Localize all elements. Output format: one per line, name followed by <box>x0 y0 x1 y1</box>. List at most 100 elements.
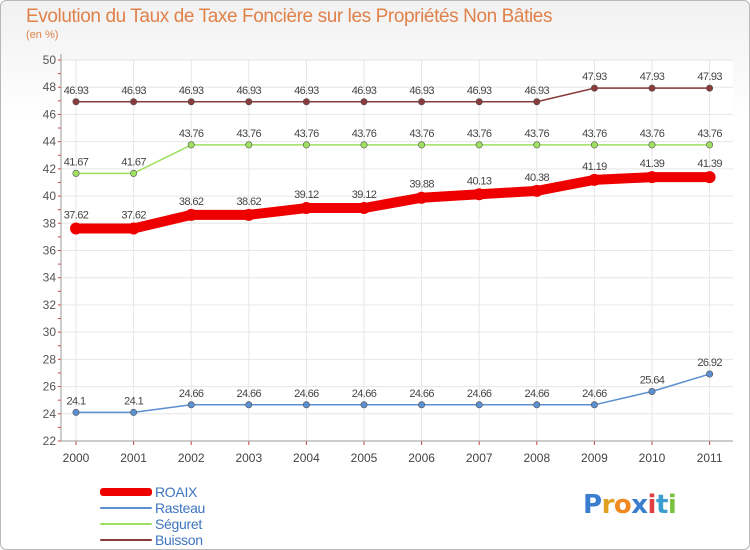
legend-item-seguret: Séguret <box>100 516 320 532</box>
data-point <box>418 401 426 409</box>
data-label: 43.76 <box>467 128 492 140</box>
data-point <box>473 188 486 201</box>
data-point <box>302 401 310 409</box>
x-tick-label: 2000 <box>63 451 90 465</box>
x-tick-label: 2011 <box>697 451 723 465</box>
x-tick-label: 2002 <box>178 451 205 465</box>
data-point <box>590 84 598 92</box>
logo-letter: o <box>613 490 632 520</box>
y-tick-label: 50 <box>43 53 57 67</box>
y-tick-label: 26 <box>43 380 57 394</box>
y-tick-label: 22 <box>43 434 57 448</box>
data-label: 24.66 <box>352 388 377 400</box>
data-label: 43.76 <box>237 128 262 140</box>
data-point <box>302 98 310 106</box>
data-label: 41.39 <box>640 158 665 170</box>
data-point <box>360 98 368 106</box>
x-tick-label: 2008 <box>523 451 550 465</box>
data-point <box>648 84 656 92</box>
data-label: 47.93 <box>640 71 665 83</box>
data-point <box>187 401 195 409</box>
data-point <box>475 141 483 149</box>
y-tick-label: 42 <box>43 162 57 176</box>
data-label: 39.88 <box>409 179 434 191</box>
data-point <box>187 98 195 106</box>
logo-letter: r <box>601 490 615 520</box>
x-tick-label: 2003 <box>235 451 262 465</box>
data-point <box>706 370 714 378</box>
data-point <box>72 408 80 416</box>
data-point <box>130 408 138 416</box>
legend-swatch-buisson <box>100 539 152 541</box>
legend-label-roaix: ROAIX <box>155 484 198 500</box>
data-point <box>72 169 80 177</box>
data-label: 24.1 <box>124 395 143 407</box>
data-point <box>475 98 483 106</box>
series-line-séguret <box>75 144 711 175</box>
series-line-buisson <box>75 87 711 103</box>
data-label: 43.76 <box>409 128 434 140</box>
data-point <box>187 141 195 149</box>
legend-item-roaix: ROAIX <box>100 484 320 500</box>
data-point <box>302 141 310 149</box>
data-point <box>245 141 253 149</box>
data-label: 24.66 <box>467 388 492 400</box>
data-label: 39.12 <box>352 189 377 201</box>
data-label: 24.66 <box>409 388 434 400</box>
data-label: 46.93 <box>179 85 204 97</box>
data-label: 43.76 <box>640 128 665 140</box>
data-point <box>646 171 658 184</box>
data-label: 38.62 <box>179 196 204 208</box>
data-label: 41.67 <box>121 156 146 168</box>
x-tick-label: 2005 <box>351 451 378 465</box>
data-label: 43.76 <box>294 128 319 140</box>
data-label: 46.93 <box>237 85 262 97</box>
data-label: 25.64 <box>640 374 665 386</box>
data-point <box>185 208 198 221</box>
data-point <box>245 401 253 409</box>
data-label: 24.66 <box>582 388 607 400</box>
data-label: 24.1 <box>66 395 85 407</box>
data-label: 41.19 <box>582 161 607 173</box>
data-label: 46.93 <box>467 85 492 97</box>
logo-letter: i <box>667 490 677 520</box>
y-tick-label: 44 <box>43 135 57 149</box>
data-point <box>300 202 313 215</box>
data-point <box>418 98 426 106</box>
data-label: 26.92 <box>697 357 722 369</box>
x-tick-label: 2001 <box>120 451 147 465</box>
data-label: 37.62 <box>121 209 146 221</box>
logo-letter: P <box>583 490 602 520</box>
x-tick-label: 2004 <box>293 451 320 465</box>
data-label: 43.76 <box>352 128 377 140</box>
data-label: 46.93 <box>121 85 146 97</box>
legend-swatch-rasteau <box>100 507 152 509</box>
legend-item-rasteau: Rasteau <box>100 500 320 516</box>
data-label: 38.62 <box>237 196 262 208</box>
y-tick-label: 36 <box>43 244 57 258</box>
y-tick-label: 48 <box>43 80 57 94</box>
legend-label-buisson: Buisson <box>155 532 203 548</box>
data-label: 24.66 <box>294 388 319 400</box>
data-label: 47.93 <box>697 71 722 83</box>
x-tick-label: 2006 <box>408 451 435 465</box>
logo-letter: t <box>655 490 668 520</box>
data-point <box>242 208 255 221</box>
x-tick-label: 2009 <box>581 451 608 465</box>
data-point <box>72 98 80 106</box>
data-label: 43.76 <box>179 128 204 140</box>
data-point <box>706 141 714 149</box>
data-point <box>360 401 368 409</box>
chart-title: Evolution du Taux de Taxe Foncière sur l… <box>26 6 553 27</box>
data-point <box>418 141 426 149</box>
proxiti-logo: Proxiti <box>583 490 677 520</box>
y-tick-label: 32 <box>43 298 57 312</box>
legend-item-buisson: Buisson <box>100 532 320 548</box>
logo-letter: x <box>631 490 648 520</box>
y-tick-label: 38 <box>43 216 57 230</box>
data-label: 46.93 <box>352 85 377 97</box>
y-tick-label: 30 <box>43 325 57 339</box>
data-point <box>70 222 82 235</box>
y-tick-label: 24 <box>43 407 57 421</box>
data-label: 46.93 <box>64 85 89 97</box>
